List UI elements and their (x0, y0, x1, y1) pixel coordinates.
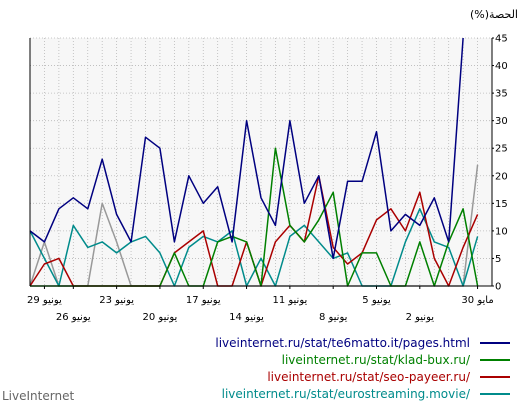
legend-entry-label: liveinternet.ru/stat/te6matto.it/pages.h… (215, 336, 470, 350)
x-tick-label: 30 مايو (461, 295, 493, 306)
y-tick-labels: 0 5 10 15 20 25 30 35 40 45 (492, 34, 508, 293)
footer-brand: LiveInternet (2, 389, 74, 403)
legend-entry-label: liveinternet.ru/stat/eurostreaming.movie… (222, 387, 471, 401)
legend-entry-label: liveinternet.ru/stat/klad-bux.ru/ (282, 353, 471, 367)
x-tick-label: 23 يونيو (99, 295, 134, 306)
y-tick-label: 10 (495, 226, 508, 237)
x-tick-label: 26 يونيو (56, 312, 91, 323)
y-tick-label: 35 (495, 89, 508, 100)
x-tick-label: 8 يونيو (319, 312, 348, 323)
y-tick-label: 5 (495, 254, 501, 265)
y-tick-label: 30 (495, 116, 508, 127)
x-tick-label: 11 يونيو (272, 295, 307, 306)
series-line (29, 208, 479, 287)
legend: liveinternet.ru/stat/te6matto.it/pages.h… (215, 336, 510, 409)
y-tick-label: 25 (495, 144, 508, 155)
y-axis-title: (%)الحصة (470, 8, 518, 21)
y-tick-label: 40 (495, 61, 508, 72)
y-tick-label: 15 (495, 199, 508, 210)
x-tick-label: 14 يونيو (229, 312, 264, 323)
axes (29, 38, 493, 287)
x-tick-label: 29 يونيو (27, 295, 62, 306)
legend-entry-label: liveinternet.ru/stat/seo-payeer.ru/ (267, 370, 471, 384)
x-tick-labels: 29 يونيو 26 يونيو 23 يونيو 20 يونيو 17 يونيو… (27, 286, 494, 323)
x-tick-label: 17 يونيو (186, 295, 221, 306)
y-tick-label: 0 (495, 282, 501, 293)
grid (30, 37, 492, 286)
x-tick-label: 2 يونيو (406, 312, 435, 323)
x-tick-label: 20 يونيو (143, 312, 178, 323)
y-tick-label: 45 (495, 34, 508, 45)
y-tick-label: 20 (495, 171, 508, 182)
series-line (29, 37, 464, 260)
x-tick-label: 5 يونيو (362, 295, 391, 306)
